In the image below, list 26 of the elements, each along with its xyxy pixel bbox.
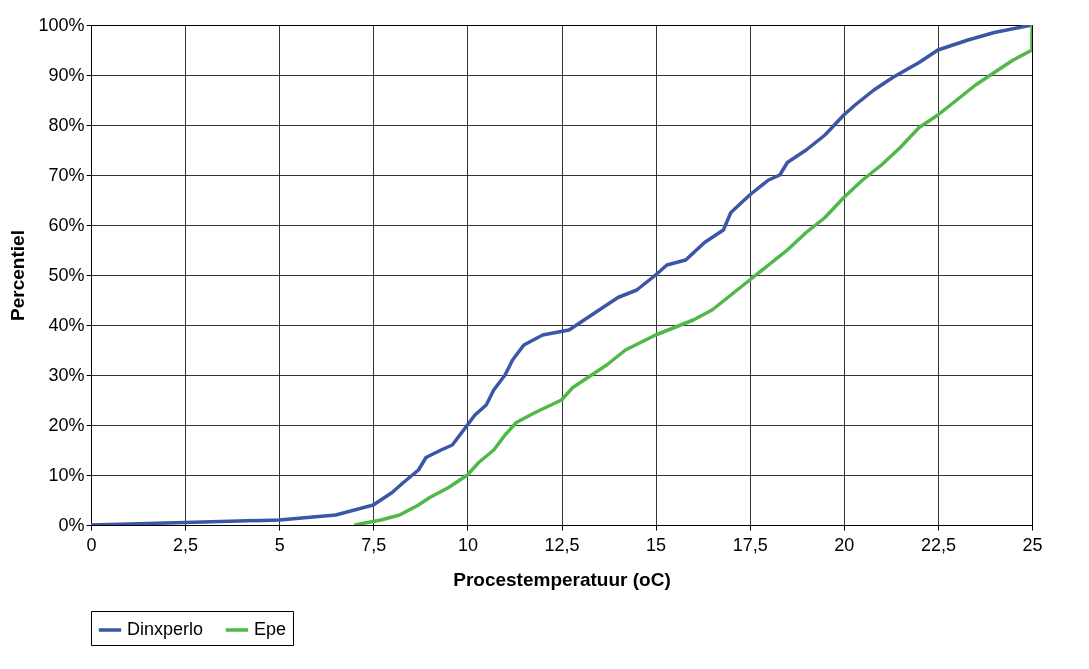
legend-label: Epe (254, 619, 287, 639)
x-tick-label: 5 (274, 534, 285, 555)
y-tick-label: 90% (48, 64, 85, 85)
y-tick-label: 20% (48, 414, 85, 435)
y-tick-label: 50% (48, 264, 85, 285)
x-tick-label: 7,5 (361, 534, 387, 555)
y-tick-label: 100% (38, 14, 85, 35)
y-tick-label: 0% (58, 514, 85, 535)
x-tick-label: 20 (834, 534, 855, 555)
x-tick-label: 17,5 (732, 534, 768, 555)
y-tick-label: 70% (48, 164, 85, 185)
x-tick-label: 0 (86, 534, 97, 555)
x-tick-label: 15 (646, 534, 667, 555)
x-tick-label: 22,5 (920, 534, 956, 555)
x-tick-label: 25 (1022, 534, 1043, 555)
x-tick-label: 2,5 (173, 534, 199, 555)
x-axis-title: Procestemperatuur (oC) (453, 568, 671, 590)
x-tick-label: 10 (457, 534, 478, 555)
y-axis-title: Percentiel (7, 230, 29, 321)
y-tick-label: 40% (48, 314, 85, 335)
x-tick-label: 12,5 (544, 534, 580, 555)
y-tick-label: 60% (48, 214, 85, 235)
y-tick-label: 30% (48, 364, 85, 385)
legend-label: Dinxperlo (127, 619, 204, 639)
y-tick-label: 80% (48, 114, 85, 135)
y-tick-label: 10% (48, 464, 85, 485)
